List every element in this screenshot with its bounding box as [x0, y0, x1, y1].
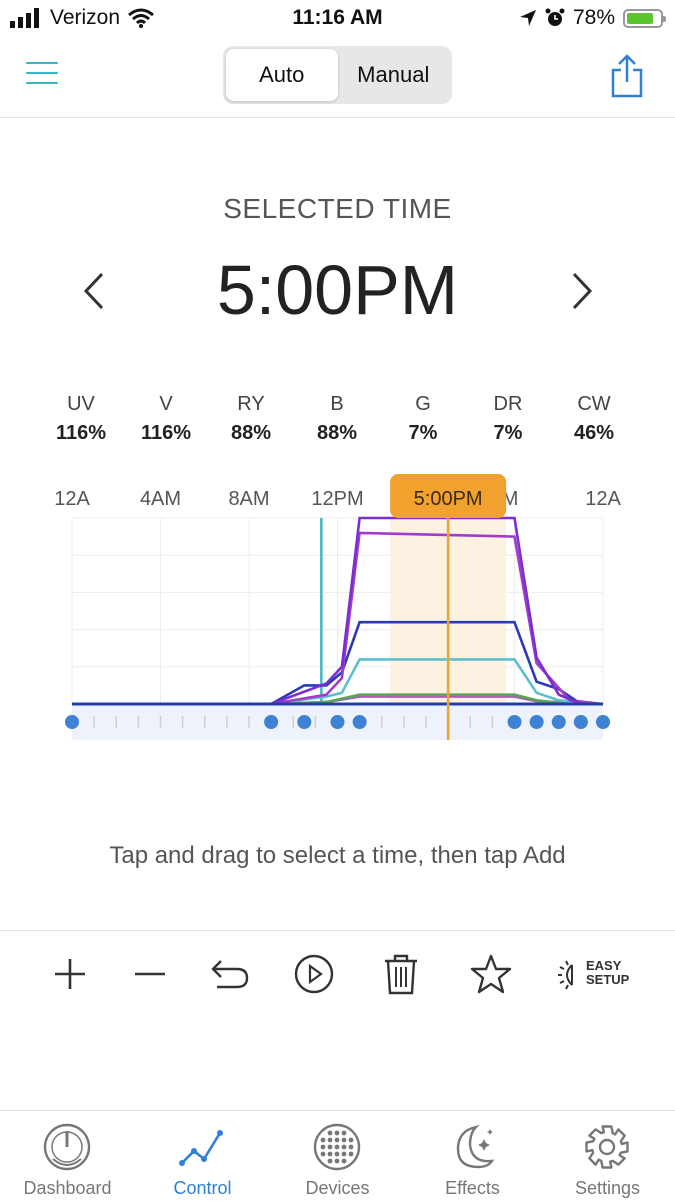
- tab-settings[interactable]: Settings: [540, 1111, 675, 1201]
- sun-half-icon: [558, 960, 573, 990]
- hamburger-icon: [26, 62, 58, 64]
- schedule-chart[interactable]: 12A4AM8AM12PMPM12A5:00PM: [0, 470, 675, 750]
- next-time-button[interactable]: [566, 270, 596, 312]
- channel-v: V 116%: [131, 393, 201, 445]
- location-arrow-icon: [519, 10, 536, 26]
- keyframe-dot[interactable]: [65, 715, 79, 729]
- keyframe-dot[interactable]: [330, 715, 345, 729]
- moon-stars-icon: [456, 1124, 495, 1169]
- selected-time-badge-label: 5:00PM: [414, 488, 483, 510]
- easy-setup-line1: EASY: [586, 958, 622, 973]
- trash-icon[interactable]: [376, 949, 426, 999]
- star-icon[interactable]: [466, 949, 516, 999]
- keyframe-dot[interactable]: [529, 715, 544, 729]
- channel-name: CW: [577, 393, 611, 415]
- add-icon[interactable]: [45, 949, 95, 999]
- status-time: 11:16 AM: [292, 6, 383, 29]
- instruction-text: Tap and drag to select a time, then tap …: [109, 842, 566, 869]
- channel-name: G: [415, 393, 431, 415]
- tab-label: Settings: [574, 1178, 641, 1198]
- play-icon[interactable]: [289, 949, 339, 999]
- alarm-icon: [545, 8, 565, 26]
- chevron-right-icon: [572, 272, 593, 310]
- channel-name: B: [330, 393, 344, 415]
- channel-ry: RY 88%: [216, 393, 286, 445]
- tab-effects[interactable]: Effects: [405, 1111, 540, 1201]
- selected-time-badge: [390, 474, 507, 518]
- gauge-icon: [43, 1123, 91, 1171]
- wifi-icon: [128, 8, 155, 28]
- channel-cw: CW 46%: [559, 393, 629, 445]
- channel-b: B 88%: [302, 393, 372, 445]
- channel-name: UV: [67, 393, 95, 415]
- channel-dr: DR 7%: [473, 393, 543, 445]
- share-icon[interactable]: [609, 54, 645, 98]
- tab-bar: Dashboard Control Devices Effects Settin…: [0, 1110, 675, 1201]
- channel-name: V: [159, 393, 173, 415]
- auto-mode-tab[interactable]: Auto: [226, 49, 338, 101]
- x-tick-label: 4AM: [140, 488, 181, 510]
- chevron-left-icon: [83, 272, 104, 310]
- selected-time-value: 5:00PM: [216, 251, 459, 329]
- keyframe-dot[interactable]: [573, 715, 588, 729]
- x-tick-label: 8AM: [228, 488, 269, 510]
- battery-icon: [623, 8, 666, 28]
- keyframe-dot[interactable]: [264, 715, 279, 729]
- keyframe-dot[interactable]: [596, 715, 610, 729]
- x-tick-label: 12A: [585, 488, 621, 510]
- channel-name: RY: [237, 393, 265, 415]
- carrier-name: Verizon: [50, 6, 121, 29]
- status-bar: Verizon 11:16 AM 78%: [0, 0, 675, 40]
- series-line: [72, 620, 603, 706]
- channel-name: DR: [493, 393, 523, 415]
- tab-control[interactable]: Control: [135, 1111, 270, 1201]
- channel-uv: UV 116%: [46, 393, 116, 445]
- remove-icon[interactable]: [125, 949, 175, 999]
- tab-dashboard[interactable]: Dashboard: [0, 1111, 135, 1201]
- tab-label: Control: [173, 1178, 232, 1198]
- mode-segmented-control: Auto Manual: [223, 46, 452, 104]
- tab-devices[interactable]: Devices: [270, 1111, 405, 1201]
- tab-label: Devices: [305, 1178, 370, 1198]
- cellular-signal-icon: [10, 8, 39, 28]
- action-toolbar: EASY SETUP: [0, 930, 675, 1021]
- easy-setup-button[interactable]: EASY SETUP: [556, 955, 636, 995]
- channel-g: G 7%: [388, 393, 458, 445]
- channel-percent: 46%: [573, 422, 615, 444]
- manual-mode-tab[interactable]: Manual: [357, 62, 430, 87]
- graph-icon: [179, 1130, 223, 1166]
- channel-percent: 7%: [493, 422, 523, 444]
- tab-label: Dashboard: [23, 1178, 112, 1198]
- channel-percent: 116%: [140, 422, 192, 444]
- keyframe-dot[interactable]: [297, 715, 312, 729]
- menu-button[interactable]: [26, 62, 58, 88]
- x-tick-label: 12A: [54, 488, 90, 510]
- undo-icon[interactable]: [205, 949, 255, 999]
- previous-time-button[interactable]: [80, 270, 110, 312]
- channel-percent: 88%: [316, 422, 358, 444]
- keyframe-dot[interactable]: [507, 715, 522, 729]
- channel-percent: 116%: [55, 422, 107, 444]
- devices-icon: [313, 1123, 361, 1171]
- selected-time-label: SELECTED TIME: [223, 193, 452, 224]
- channel-percent: 88%: [230, 422, 272, 444]
- easy-setup-line2: SETUP: [586, 972, 630, 987]
- series-line: [72, 531, 604, 706]
- gear-icon: [585, 1125, 629, 1169]
- header: Auto Manual: [0, 40, 675, 118]
- tab-label: Effects: [445, 1178, 500, 1198]
- battery-percent: 78%: [572, 6, 615, 29]
- keyframe-dot[interactable]: [352, 715, 367, 729]
- x-tick-label: 12PM: [311, 488, 363, 510]
- keyframe-dot[interactable]: [551, 715, 566, 729]
- channel-percent: 7%: [408, 422, 438, 444]
